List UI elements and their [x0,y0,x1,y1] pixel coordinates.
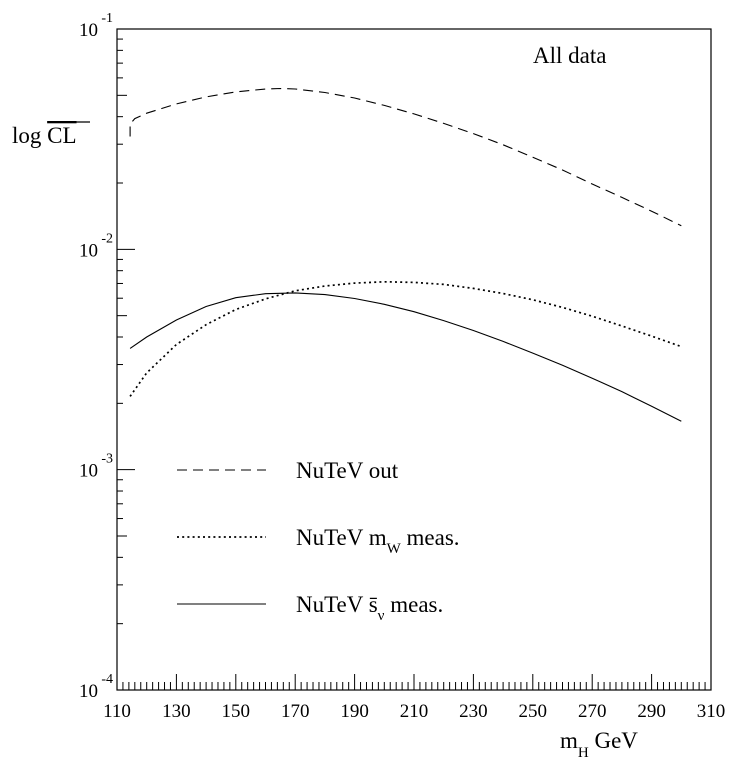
legend-label-after: meas. [401,525,460,550]
legend-label-main: NuTeV out [296,458,399,483]
chart-title: All data [533,43,606,68]
series-line-dashed [129,87,682,227]
x-tick-label: 210 [400,701,429,722]
y-tick-label: 10 [79,461,98,482]
y-tick-label: 10 [79,681,98,702]
y-axis-label-prefix: log [12,123,47,148]
x-tick-label: 310 [697,701,726,722]
x-tick-label: 290 [637,701,666,722]
legend-label-main: NuTeV m [296,525,387,550]
x-axis-label: mH GeV [560,728,638,760]
plot-frame [116,28,712,691]
x-tick-label: 170 [281,701,310,722]
series-line-solid [129,292,682,422]
x-axis-label-sub: H [578,745,589,760]
legend-label-sub: W [387,541,402,557]
x-tick-label: 130 [162,701,191,722]
x-tick-label: 230 [459,701,488,722]
y-tick-label: 10 [79,240,98,261]
x-tick-label: 190 [340,701,369,722]
x-tick-label: 270 [578,701,607,722]
y-axis-label-overlined: CL [47,123,76,148]
y-tick-exponent: -3 [101,452,113,467]
x-axis-label-main: m [560,728,578,753]
legend-label: NuTeV s̄ν meas. [296,592,443,624]
y-axis-label: log CL [12,123,77,148]
legend-label-after: meas. [384,592,443,617]
series-group [129,87,682,422]
y-axis: 10-110-210-310-4 [79,11,135,702]
y-tick-label: 10 [79,20,98,41]
legend-label: NuTeV out [296,458,399,483]
y-tick-exponent: -4 [101,672,113,687]
x-tick-label: 150 [222,701,251,722]
legend-label-sub: ν [378,608,385,624]
legend-label-main: NuTeV s̄ [296,592,378,617]
x-tick-label: 250 [519,701,548,722]
series-line-dotted [129,280,682,397]
y-tick-exponent: -2 [101,231,113,246]
legend-label: NuTeV mW meas. [296,525,460,557]
x-axis-label-suffix: GeV [589,728,639,753]
x-tick-label: 110 [103,701,131,722]
y-tick-exponent: -1 [101,11,113,26]
x-axis: 110 130 150 170 190 210 230 250 270 290 310 [103,674,725,722]
